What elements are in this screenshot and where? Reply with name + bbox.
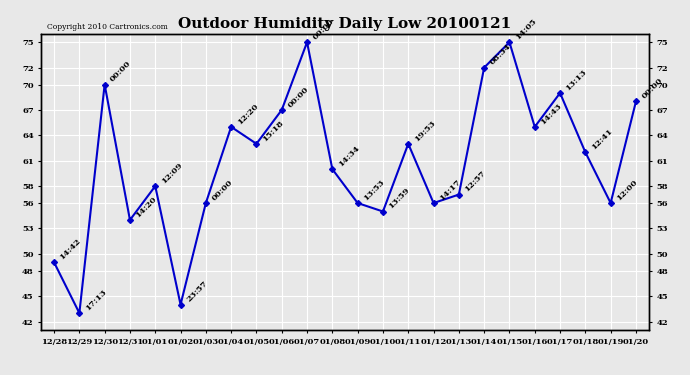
Text: 19:53: 19:53 [413, 119, 437, 143]
Text: 23:57: 23:57 [185, 280, 209, 304]
Text: 00:00: 00:00 [210, 178, 234, 202]
Text: 12:41: 12:41 [589, 127, 614, 152]
Text: 12:00: 12:00 [615, 178, 639, 202]
Text: Copyright 2010 Cartronics.com: Copyright 2010 Cartronics.com [48, 23, 168, 31]
Text: 13:59: 13:59 [387, 186, 411, 211]
Text: 14:43: 14:43 [539, 102, 563, 126]
Text: 00:00: 00:00 [640, 76, 664, 101]
Text: 08:34: 08:34 [489, 42, 513, 67]
Text: 14:34: 14:34 [337, 144, 361, 168]
Text: 14:42: 14:42 [58, 237, 83, 261]
Text: 14:17: 14:17 [437, 178, 462, 202]
Text: 00:00: 00:00 [109, 60, 133, 84]
Text: 14:05: 14:05 [513, 17, 538, 41]
Text: 00:00: 00:00 [311, 17, 335, 41]
Text: 13:53: 13:53 [362, 178, 386, 202]
Text: 12:09: 12:09 [159, 161, 184, 185]
Text: 15:18: 15:18 [261, 118, 285, 143]
Text: 14:20: 14:20 [134, 195, 159, 219]
Text: 13:13: 13:13 [564, 68, 589, 92]
Text: 12:20: 12:20 [235, 102, 259, 126]
Text: 17:13: 17:13 [83, 288, 108, 312]
Text: 00:00: 00:00 [286, 85, 310, 109]
Text: 12:57: 12:57 [463, 170, 487, 194]
Title: Outdoor Humidity Daily Low 20100121: Outdoor Humidity Daily Low 20100121 [179, 17, 511, 31]
